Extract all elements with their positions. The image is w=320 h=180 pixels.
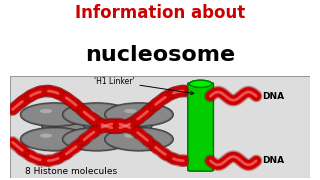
Circle shape <box>40 109 52 113</box>
Circle shape <box>83 113 152 137</box>
Circle shape <box>104 103 173 126</box>
Circle shape <box>104 127 173 151</box>
Circle shape <box>124 109 137 113</box>
Circle shape <box>20 103 89 126</box>
Text: Information about: Information about <box>75 4 245 22</box>
Circle shape <box>41 113 110 137</box>
FancyBboxPatch shape <box>188 83 213 171</box>
Circle shape <box>20 127 89 151</box>
Text: 8 Histone molecules: 8 Histone molecules <box>25 166 117 176</box>
Circle shape <box>62 127 132 151</box>
Circle shape <box>62 103 132 126</box>
Text: DNA: DNA <box>262 92 284 101</box>
FancyBboxPatch shape <box>188 83 213 171</box>
Ellipse shape <box>189 80 212 87</box>
Text: 'H1 Linker': 'H1 Linker' <box>94 77 194 94</box>
Text: DNA: DNA <box>262 156 284 165</box>
Circle shape <box>61 119 73 123</box>
Circle shape <box>82 109 94 113</box>
FancyBboxPatch shape <box>10 76 310 178</box>
Circle shape <box>124 134 137 138</box>
Circle shape <box>103 119 116 123</box>
Text: nucleosome: nucleosome <box>85 44 235 65</box>
Ellipse shape <box>189 80 212 87</box>
Circle shape <box>82 134 94 138</box>
Circle shape <box>40 134 52 138</box>
